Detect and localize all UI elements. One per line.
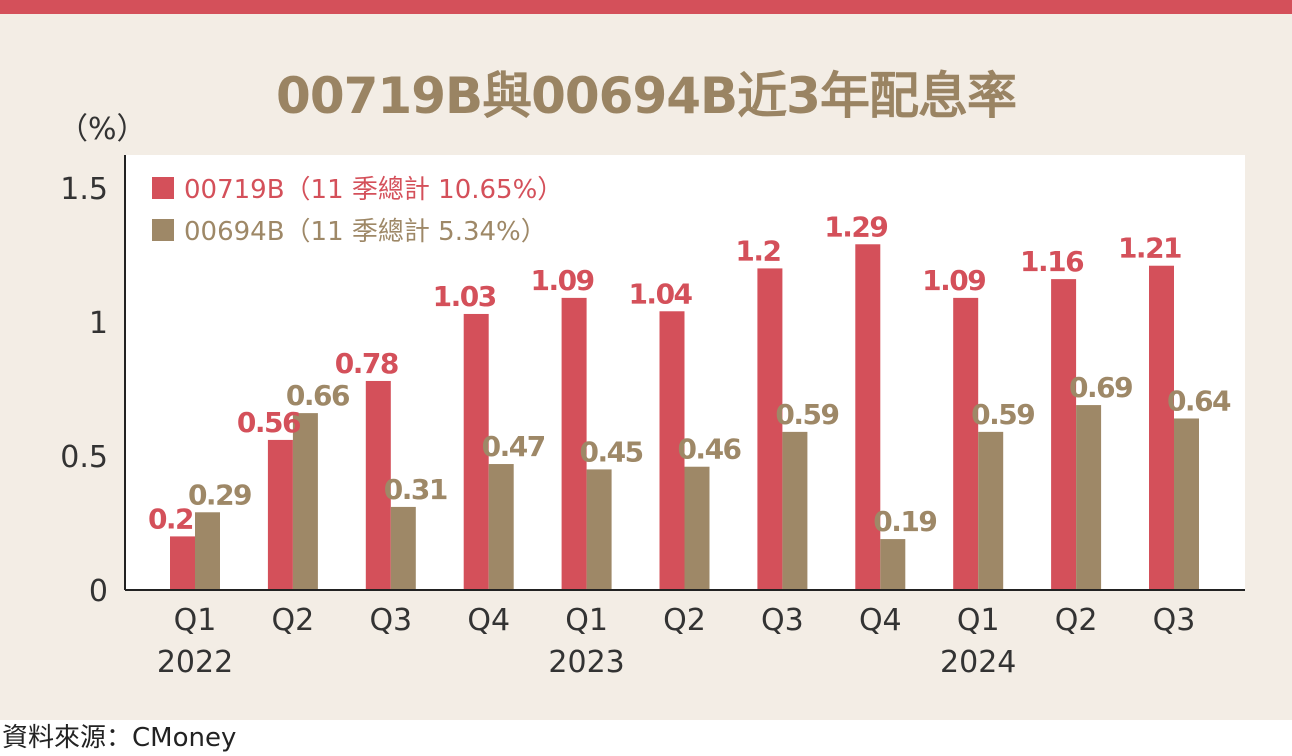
data-label-00719B: 1.09 xyxy=(922,264,985,297)
data-label-00719B: 1.09 xyxy=(531,264,594,297)
x-year-label: 2023 xyxy=(548,645,624,680)
x-tick-label: Q2 xyxy=(272,603,315,638)
data-label-00719B: 1.2 xyxy=(735,234,780,267)
data-label-00694B: 0.46 xyxy=(677,433,740,466)
bar-00694B xyxy=(195,512,220,590)
bar-00719B xyxy=(561,297,587,590)
x-tick-label: Q1 xyxy=(174,603,217,638)
bar-chart: 0 0.5 1 1.5 0.20.29 0.560.660.78 0.31 1.03 0.47… xyxy=(60,155,1245,680)
bars-group xyxy=(170,244,1199,590)
x-year-label: 2024 xyxy=(940,645,1016,680)
bar-00719B xyxy=(267,439,293,590)
y-tick-label: 1 xyxy=(89,306,108,341)
y-tick-label: 0 xyxy=(89,574,108,609)
data-label-00694B: 0.45 xyxy=(580,435,643,468)
bar-00719B xyxy=(757,268,783,590)
bar-00694B xyxy=(1174,418,1199,590)
bar-00719B xyxy=(659,311,685,590)
legend-swatch-00694B xyxy=(152,219,174,241)
data-label-00694B: 0.47 xyxy=(482,430,545,463)
bar-00694B xyxy=(1076,405,1102,590)
data-label-00694B: 0.69 xyxy=(1069,371,1132,404)
data-label-00694B: 0.59 xyxy=(775,398,838,431)
data-label-00694B: 0.29 xyxy=(188,478,251,511)
data-label-00719B: 1.21 xyxy=(1118,232,1181,265)
bar-00694B xyxy=(880,539,906,590)
x-tick-label: Q3 xyxy=(761,603,804,638)
data-label-00719B: 0.2 xyxy=(148,502,193,535)
x-tick-label: Q3 xyxy=(369,603,412,638)
legend-label-00719B: 00719B（11 季總計 10.65%） xyxy=(184,175,563,205)
x-tick-label: Q3 xyxy=(1153,603,1196,638)
bar-00694B xyxy=(488,464,514,590)
data-label-00694B: 0.31 xyxy=(384,473,447,506)
data-label-00694B: 0.19 xyxy=(873,505,936,538)
bar-00719B xyxy=(365,380,391,590)
data-label-00694B: 0.66 xyxy=(286,379,349,412)
legend: 00719B（11 季總計 10.65%） 00694B（11 季總計 5.34… xyxy=(152,175,563,247)
data-label-00719B: 1.16 xyxy=(1020,245,1083,278)
bar-00719B xyxy=(463,313,489,590)
bar-00719B xyxy=(953,297,979,590)
data-label-00694B: 0.59 xyxy=(971,398,1034,431)
bar-00719B xyxy=(1149,265,1174,590)
y-axis-ticks: 0 0.5 1 1.5 xyxy=(60,172,108,609)
data-labels-group: 0.20.29 0.560.660.78 0.31 1.03 0.47 1.09 0.45 1… xyxy=(148,210,1233,538)
x-tick-label: Q1 xyxy=(565,603,608,638)
x-year-label: 2022 xyxy=(157,645,233,680)
bar-00694B xyxy=(978,431,1004,590)
data-label-00719B: 0.56 xyxy=(237,406,300,439)
data-label-00719B: 1.04 xyxy=(628,277,692,310)
bar-00694B xyxy=(684,466,710,590)
bar-00694B xyxy=(390,506,416,590)
bar-00719B xyxy=(855,244,881,590)
x-tick-label: Q1 xyxy=(957,603,1000,638)
legend-label-00694B: 00694B（11 季總計 5.34%） xyxy=(184,217,547,247)
legend-swatch-00719B xyxy=(152,177,174,199)
x-tick-label: Q2 xyxy=(1055,603,1098,638)
data-label-00694B: 0.64 xyxy=(1167,384,1231,417)
data-label-00719B: 1.03 xyxy=(433,280,496,313)
x-tick-label: Q4 xyxy=(467,603,510,638)
bar-00694B xyxy=(586,469,612,590)
y-tick-label: 1.5 xyxy=(60,172,108,207)
y-axis-unit-label: （%） xyxy=(58,112,147,147)
bar-00719B xyxy=(170,536,195,590)
top-accent-bar xyxy=(0,0,1292,14)
bar-00719B xyxy=(1051,279,1077,590)
x-axis-labels: Q1 Q2 Q3 Q4 Q1 Q2 Q3 Q4 Q1 Q2 Q3 2022 2023 2024 xyxy=(157,603,1196,680)
chart-title: 00719B與00694B近3年配息率 xyxy=(276,67,1017,125)
data-label-00719B: 0.78 xyxy=(335,347,398,380)
x-tick-label: Q2 xyxy=(663,603,706,638)
x-tick-label: Q4 xyxy=(859,603,902,638)
data-label-00719B: 1.29 xyxy=(824,210,887,243)
bar-00694B xyxy=(782,431,808,590)
y-tick-label: 0.5 xyxy=(60,440,108,475)
source-note: 資料來源：CMoney xyxy=(0,720,1292,756)
bar-00694B xyxy=(292,413,318,590)
